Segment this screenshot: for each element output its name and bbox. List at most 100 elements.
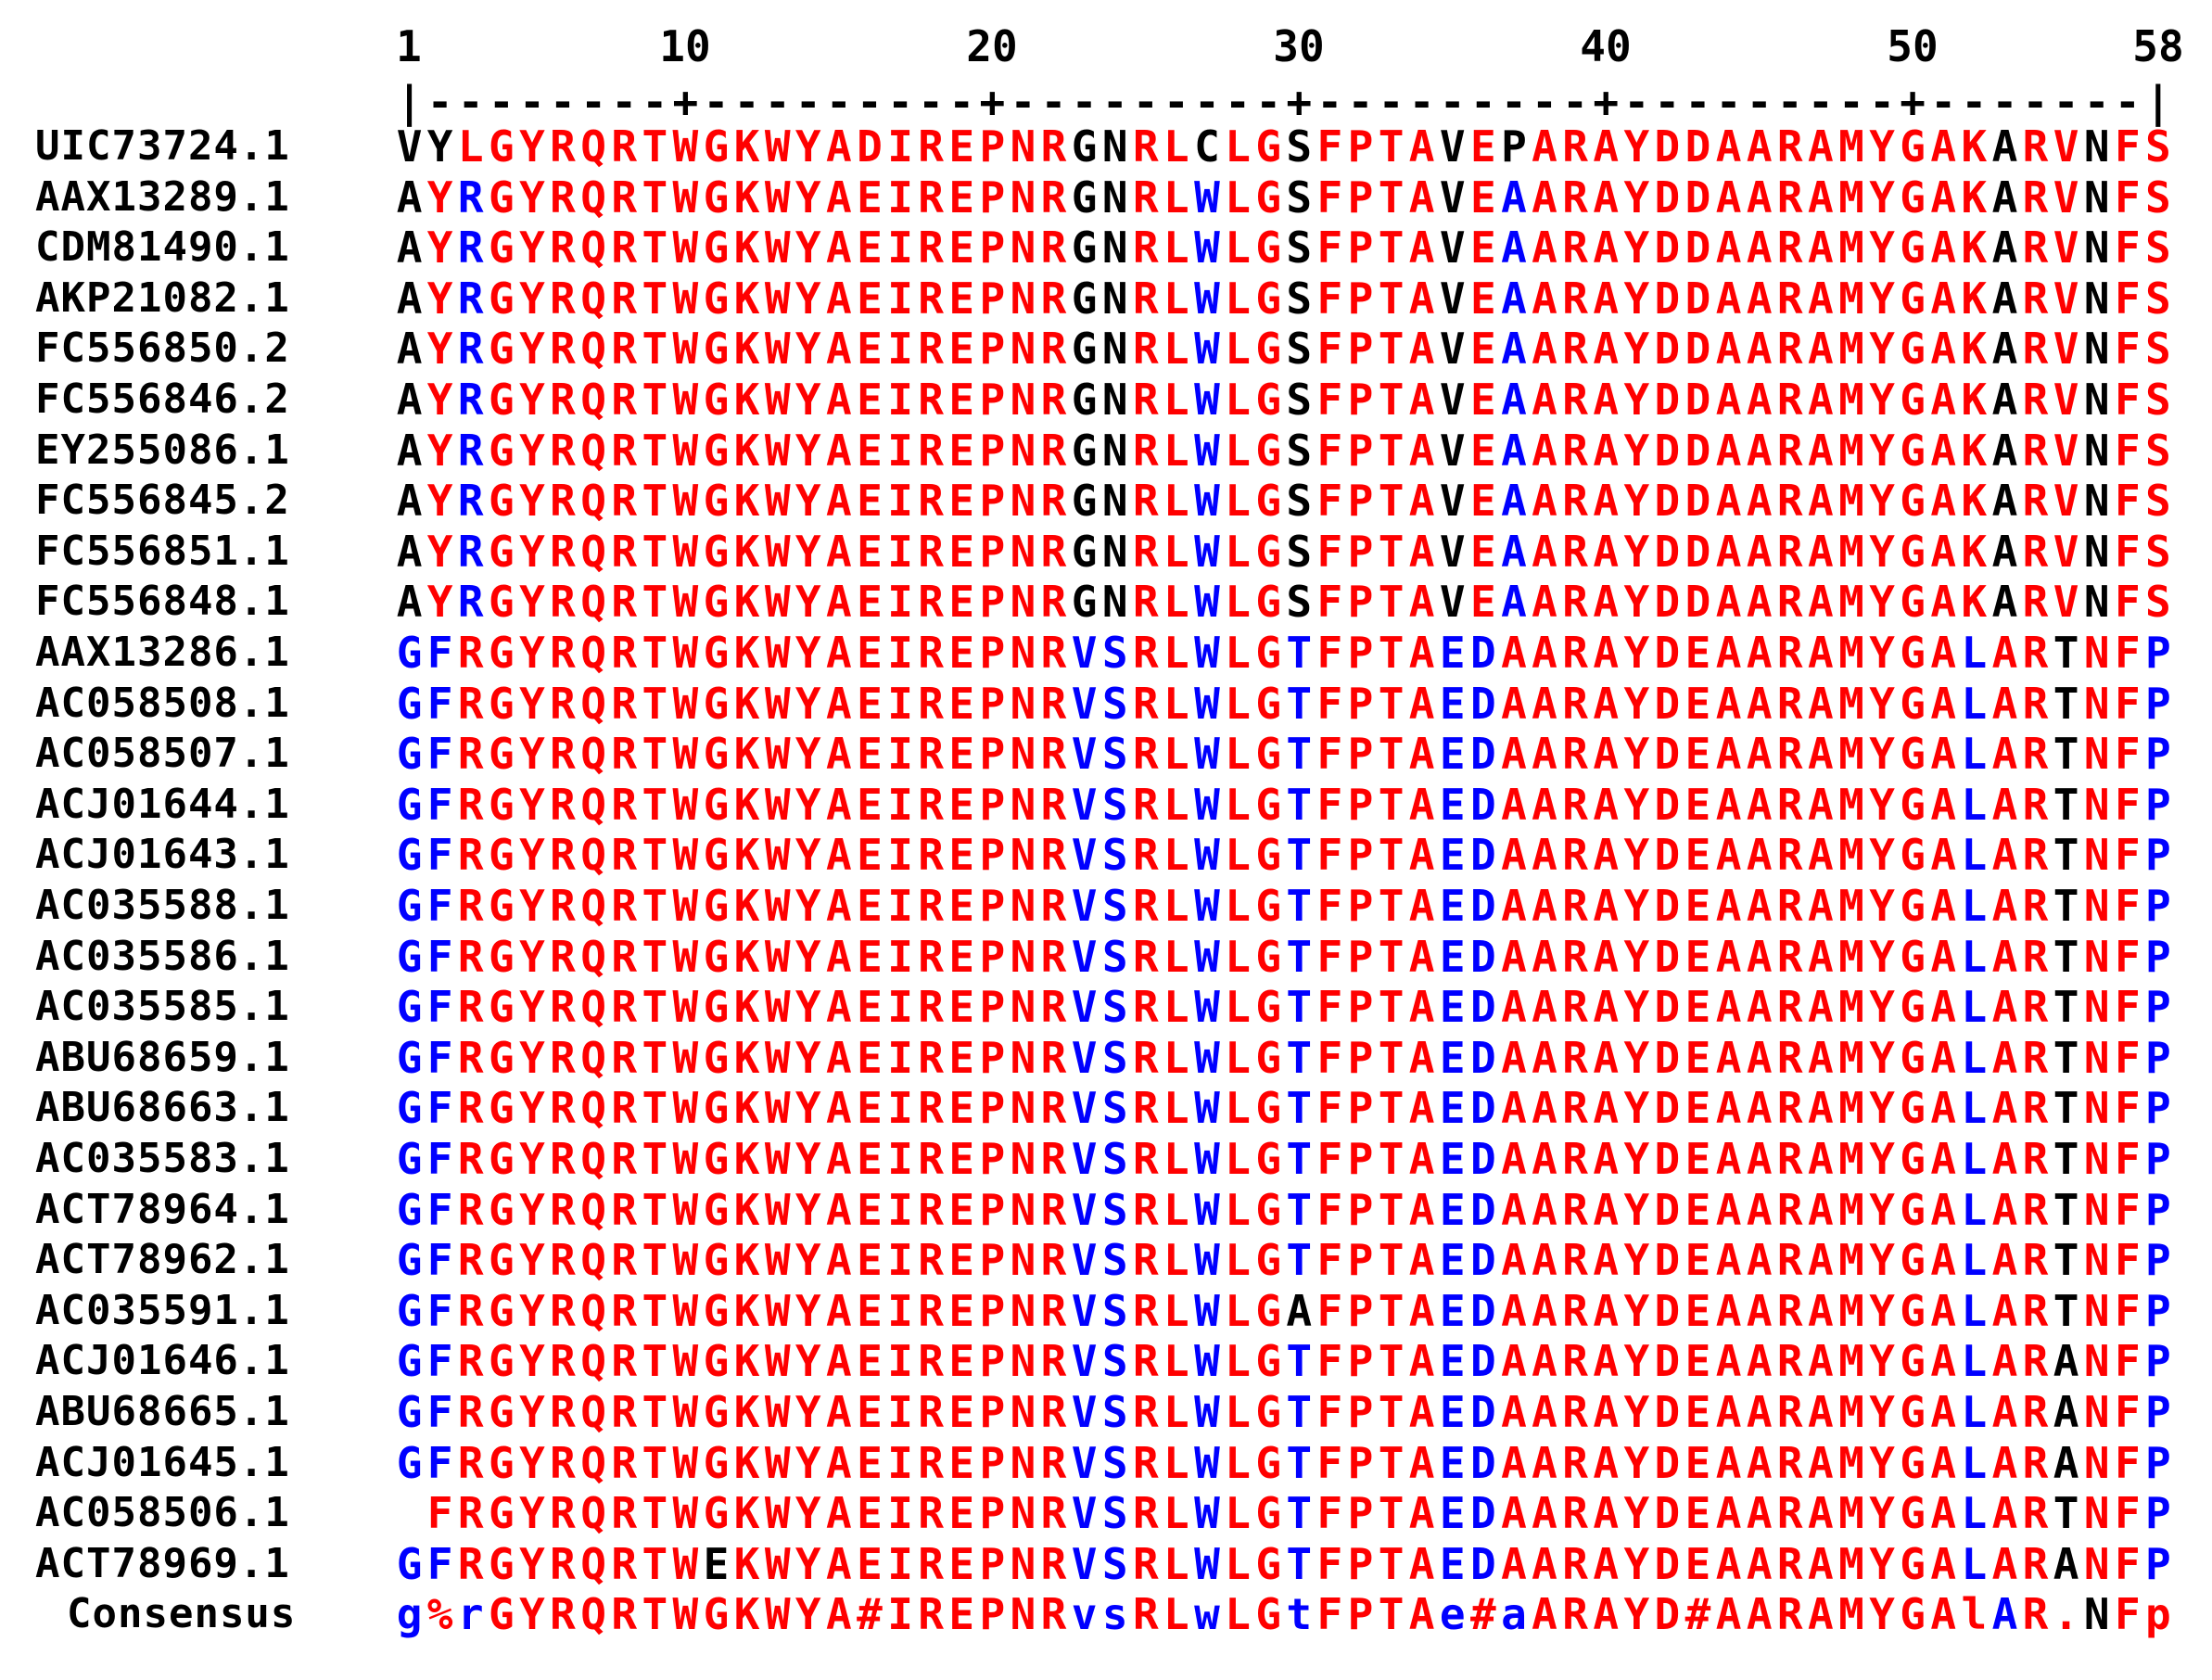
ruler-glyph: -: [550, 77, 576, 127]
residue: V: [1439, 121, 1466, 172]
residue: R: [611, 1083, 638, 1134]
residue: T: [642, 172, 668, 223]
residue: A: [1930, 1589, 1957, 1640]
residue: R: [1776, 375, 1803, 425]
residue: N: [2083, 779, 2110, 830]
residue: R: [2022, 881, 2049, 931]
residue: A: [826, 223, 852, 274]
residue: P: [1347, 577, 1374, 628]
residue: Y: [519, 1083, 545, 1134]
residue: T: [1378, 324, 1405, 375]
residue: R: [1562, 1134, 1588, 1184]
residue: Y: [1623, 375, 1650, 425]
residue: R: [1776, 779, 1803, 830]
residue: G: [1900, 1083, 1926, 1134]
residue: P: [979, 678, 1006, 729]
residue: E: [857, 729, 883, 780]
residue: A: [1715, 121, 1742, 172]
residue: Y: [795, 223, 821, 274]
residue: Y: [1623, 1336, 1650, 1387]
residue: T: [642, 121, 668, 172]
residue: N: [1101, 121, 1128, 172]
residue: G: [488, 779, 515, 830]
residue: K: [1961, 476, 1988, 527]
residue: Y: [795, 1387, 821, 1437]
residue: R: [1132, 1437, 1159, 1488]
residue: P: [979, 121, 1006, 172]
residue: G: [488, 476, 515, 527]
residue: I: [887, 1285, 913, 1336]
residue: Q: [580, 1285, 606, 1336]
residue: G: [1255, 1336, 1282, 1387]
residue: T: [642, 1336, 668, 1387]
residue: A: [1991, 172, 2018, 223]
residue: Q: [580, 1184, 606, 1235]
residue: R: [2022, 729, 2049, 780]
residue: R: [2022, 982, 2049, 1033]
sequence-id: ACJ01644.1: [35, 780, 290, 828]
residue: A: [1532, 1184, 1557, 1235]
residue: R: [611, 1184, 638, 1235]
residue: F: [2114, 172, 2141, 223]
residue: Y: [1869, 1387, 1895, 1437]
residue: T: [642, 526, 668, 577]
residue: A: [1501, 729, 1527, 780]
residue: P: [1347, 1134, 1374, 1184]
residue: Y: [519, 273, 545, 324]
residue: E: [857, 931, 883, 982]
residue: W: [672, 678, 699, 729]
residue: L: [1163, 172, 1189, 223]
residue: E: [1439, 678, 1466, 729]
residue: F: [1316, 931, 1343, 982]
residue: A: [1715, 931, 1742, 982]
residue: W: [764, 223, 791, 274]
residue: I: [887, 1488, 913, 1539]
residue: R: [550, 1032, 576, 1083]
residue: W: [764, 830, 791, 881]
ruler-glyph: -: [1101, 77, 1128, 127]
residue: G: [1900, 1336, 1926, 1387]
residue: N: [2083, 1387, 2110, 1437]
residue: R: [1776, 172, 1803, 223]
residue: A: [1808, 1488, 1834, 1539]
residue: Y: [795, 375, 821, 425]
residue: S: [1101, 931, 1128, 982]
residue: G: [1900, 678, 1926, 729]
residue: A: [2053, 1437, 2079, 1488]
residue: P: [1347, 223, 1374, 274]
residue: G: [488, 1032, 515, 1083]
residue: F: [1316, 425, 1343, 476]
residue: P: [1347, 324, 1374, 375]
residue: G: [703, 1589, 730, 1640]
residue: F: [426, 931, 453, 982]
residue: G: [1255, 273, 1282, 324]
residue: A: [1746, 577, 1773, 628]
residue: R: [1132, 121, 1159, 172]
residue: K: [733, 375, 760, 425]
residue: S: [2145, 273, 2171, 324]
residue: Y: [519, 1336, 545, 1387]
residue: I: [887, 1336, 913, 1387]
residue: R: [1562, 1387, 1588, 1437]
residue: D: [1654, 577, 1681, 628]
residue: E: [1684, 779, 1711, 830]
residue: A: [1532, 881, 1557, 931]
residue: R: [2022, 1387, 2049, 1437]
residue: R: [1132, 324, 1159, 375]
residue: S: [1286, 577, 1313, 628]
residue: R: [550, 476, 576, 527]
residue: D: [1469, 881, 1496, 931]
residue: M: [1838, 526, 1864, 577]
residue: S: [2145, 476, 2171, 527]
residue: G: [1900, 1184, 1926, 1235]
residue: L: [1225, 1437, 1251, 1488]
residue: R: [550, 1285, 576, 1336]
residue: R: [918, 1184, 944, 1235]
residue: A: [1930, 526, 1957, 577]
residue: T: [1378, 830, 1405, 881]
ruler-glyph: -: [1469, 77, 1496, 127]
residue: G: [1255, 779, 1282, 830]
residue: L: [1961, 1134, 1988, 1184]
